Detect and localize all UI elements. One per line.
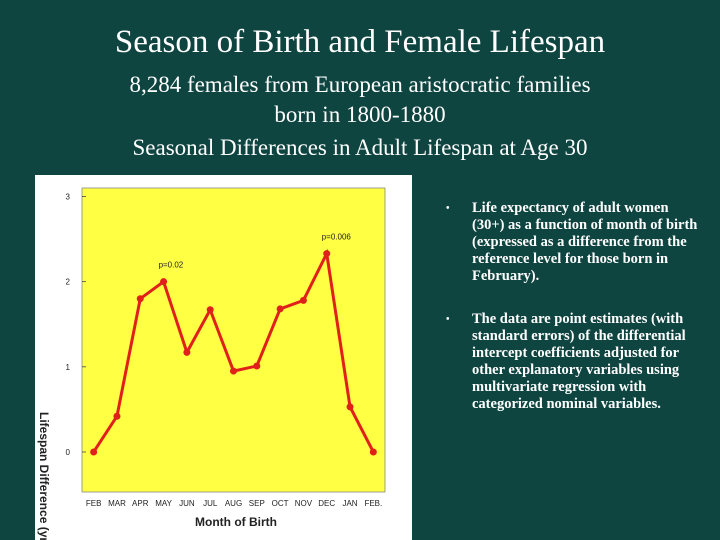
- bullet-list: Life expectancy of adult women (30+) as …: [444, 200, 700, 439]
- x-tick-label: MAY: [155, 499, 172, 508]
- data-point: [230, 367, 237, 375]
- x-tick-label: SEP: [249, 499, 265, 508]
- data-point: [253, 362, 261, 370]
- x-tick-label: JUN: [179, 499, 195, 508]
- y-tick-label: 3: [66, 193, 71, 202]
- x-tick-label: AUG: [225, 499, 242, 508]
- slide-title: Season of Birth and Female Lifespan: [115, 24, 605, 60]
- bullet: The data are point estimates (with stand…: [444, 311, 700, 413]
- data-point: [369, 448, 377, 456]
- y-tick-label: 2: [66, 278, 71, 287]
- x-tick-label: MAR: [108, 499, 126, 508]
- x-tick-label: JUL: [203, 499, 218, 508]
- subtitle-line: 8,284 females from European aristocratic…: [129, 72, 590, 97]
- subtitle-line: Seasonal Differences in Adult Lifespan a…: [133, 135, 588, 160]
- y-tick-label: 1: [66, 363, 71, 372]
- y-axis-label: Lifespan Difference (yr: [37, 412, 51, 540]
- data-point: [113, 412, 121, 420]
- x-tick-label: JAN: [342, 499, 357, 508]
- data-point: [183, 348, 191, 356]
- y-tick-label: 0: [66, 448, 71, 457]
- x-tick-label: NOV: [295, 499, 313, 508]
- data-point: [323, 250, 331, 258]
- data-point: [346, 403, 354, 411]
- data-point: [160, 278, 168, 286]
- x-tick-label: FEB: [86, 499, 102, 508]
- x-tick-label: FEB.: [364, 499, 382, 508]
- data-point: [276, 305, 284, 313]
- x-tick-label: OCT: [272, 499, 289, 508]
- x-axis-label: Month of Birth: [195, 515, 277, 529]
- bullet: Life expectancy of adult women (30+) as …: [444, 200, 700, 285]
- data-point: [299, 296, 307, 304]
- data-point: [206, 306, 214, 314]
- x-tick-label: APR: [132, 499, 149, 508]
- annotation: p=0.006: [322, 233, 352, 242]
- x-tick-label: DEC: [318, 499, 335, 508]
- data-point: [136, 295, 144, 303]
- annotation: p=0.02: [159, 261, 184, 270]
- subtitle-line: born in 1800-1880: [274, 102, 445, 127]
- data-point: [90, 448, 98, 456]
